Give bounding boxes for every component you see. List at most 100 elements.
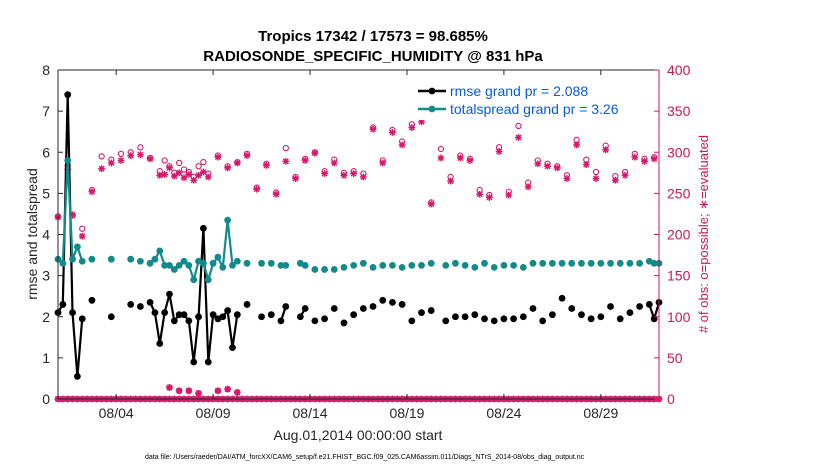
obs-evaluated-point-d2 <box>161 171 168 178</box>
obs-possible-point <box>282 144 289 152</box>
obs-evaluated-point-d2 <box>195 172 202 179</box>
obs-evaluated-point <box>330 159 338 167</box>
series-point-rmse <box>471 311 479 319</box>
obs-evaluated-point <box>534 160 542 168</box>
obs-evaluated-point <box>180 174 188 182</box>
obs-evaluated-point-d2 <box>79 233 86 240</box>
obs-evaluated-point-d2 <box>515 134 522 141</box>
obs-evaluated-point <box>447 177 454 185</box>
y-axis-left-label: rmse and totalspread <box>24 168 40 300</box>
series-point-totalspread <box>539 259 547 267</box>
obs-evaluated-point <box>524 183 532 191</box>
x-tick-label: 08/19 <box>389 405 424 421</box>
series-point-totalspread <box>267 259 275 267</box>
obs-evaluated-point <box>253 185 261 193</box>
series-point-totalspread <box>219 264 227 271</box>
series-point-totalspread <box>330 266 338 273</box>
obs-baseline-bump-evaluated <box>195 389 202 397</box>
series-point-rmse <box>209 311 217 319</box>
series-point-rmse <box>529 305 537 312</box>
series-point-totalspread <box>587 259 595 267</box>
series-point-rmse <box>190 358 198 366</box>
series-point-totalspread <box>321 266 328 273</box>
obs-baseline-bump-evaluated <box>214 387 222 395</box>
series-point-totalspread <box>69 255 76 263</box>
left-tick-label: 4 <box>42 227 50 243</box>
series-point-totalspread <box>64 157 72 164</box>
obs-evaluated-point-d2 <box>399 141 406 148</box>
obs-evaluated-point-d2 <box>171 173 178 180</box>
obs-evaluated-point <box>117 157 125 164</box>
right-tick-label: 100 <box>667 309 691 325</box>
obs-evaluated-point-d2 <box>505 191 512 199</box>
right-tick-label: 300 <box>667 144 691 160</box>
series-point-rmse <box>626 309 634 317</box>
series-point-rmse <box>330 305 338 312</box>
series-point-rmse <box>166 290 173 298</box>
obs-evaluated-point <box>389 129 396 136</box>
series-point-totalspread <box>626 259 634 267</box>
obs-evaluated-point <box>166 164 173 172</box>
right-tick-label: 350 <box>667 103 691 119</box>
obs-evaluated-point <box>263 162 270 169</box>
series-point-totalspread <box>88 255 96 263</box>
obs-evaluated-point <box>418 118 425 126</box>
obs-evaluated-point-d2 <box>117 157 125 164</box>
series-point-totalspread <box>471 264 479 271</box>
obs-evaluated-point-d2 <box>641 158 648 165</box>
x-tick-label: 08/24 <box>486 405 521 421</box>
series-point-rmse <box>180 311 188 319</box>
series-point-rmse <box>607 303 614 310</box>
obs-evaluated-point <box>641 157 648 165</box>
series-point-totalspread <box>127 255 135 263</box>
obs-evaluated-point <box>175 169 183 177</box>
obs-evaluated-point-d2 <box>205 173 212 180</box>
series-point-totalspread <box>136 257 144 265</box>
obs-evaluated-point-d2 <box>437 154 444 162</box>
series-point-totalspread <box>529 259 537 267</box>
series-point-rmse <box>151 309 159 317</box>
obs-baseline-bump-evaluated <box>166 384 173 391</box>
obs-baseline-bump-evaluated <box>185 387 193 395</box>
obs-evaluated-point-d2 <box>563 175 570 182</box>
series-point-totalspread <box>558 259 566 267</box>
series-point-rmse <box>267 311 275 319</box>
series-point-rmse <box>301 305 309 312</box>
obs-evaluated-point-d2 <box>88 188 95 195</box>
left-tick-label: 1 <box>42 350 50 366</box>
obs-evaluated-point-d2 <box>98 165 105 172</box>
legend-box <box>414 80 654 120</box>
obs-possible-point <box>200 158 207 166</box>
series-point-rmse <box>204 358 212 366</box>
obs-evaluated-point <box>136 151 144 159</box>
chart-title-line1: Tropics 17342 / 17573 = 98.685% <box>258 28 488 45</box>
obs-possible-point <box>98 153 105 160</box>
obs-evaluated-point-d2 <box>476 191 483 198</box>
obs-evaluated-point <box>505 191 513 199</box>
right-tick-label: 200 <box>667 227 691 243</box>
obs-evaluated-point <box>476 190 484 198</box>
series-point-totalspread <box>359 259 367 267</box>
obs-evaluated-point-d2 <box>263 162 270 169</box>
right-tick-label: 150 <box>667 268 691 284</box>
obs-evaluated-point-d2 <box>292 175 299 182</box>
series-point-rmse <box>277 317 285 325</box>
series-point-totalspread <box>452 259 459 267</box>
obs-evaluated-point <box>272 190 280 198</box>
obs-possible-point <box>592 168 600 176</box>
series-point-rmse <box>282 303 290 310</box>
series-point-rmse <box>548 311 556 319</box>
obs-baseline-bump-evaluated-d2 <box>195 390 202 397</box>
series-point-totalspread <box>107 255 115 263</box>
series-point-totalspread <box>59 259 67 267</box>
series-point-rmse <box>481 315 488 323</box>
series-point-totalspread <box>78 257 86 265</box>
series-point-totalspread <box>166 261 173 269</box>
obs-evaluated-point-d2 <box>573 141 580 148</box>
series-point-rmse <box>597 313 605 321</box>
series-point-totalspread <box>258 259 265 267</box>
series-point-rmse <box>170 317 178 325</box>
obs-evaluated-point-d2 <box>253 186 260 193</box>
series-point-totalspread <box>301 261 309 269</box>
series-point-rmse <box>195 313 202 321</box>
